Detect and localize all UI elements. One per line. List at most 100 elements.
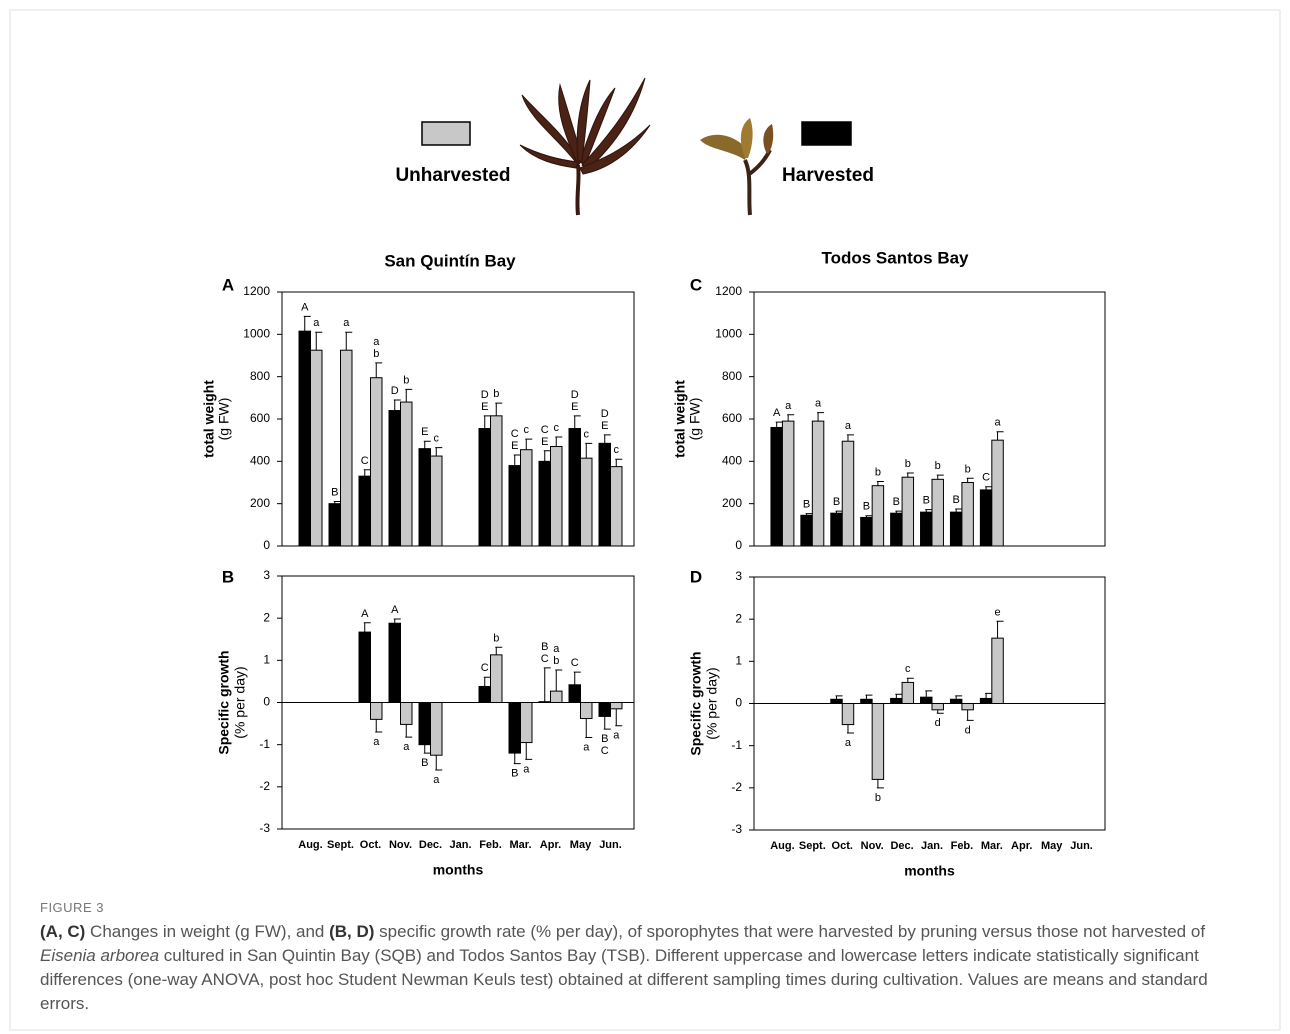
significance-letter: B [833, 496, 840, 508]
bar [551, 447, 563, 546]
error-bar [604, 716, 611, 729]
significance-letter: b [905, 458, 911, 470]
bar [581, 458, 593, 546]
bar [521, 703, 533, 743]
significance-letter: C [982, 472, 990, 484]
bar [891, 513, 902, 546]
significance-letter: B [421, 757, 428, 769]
significance-letter: BC [541, 641, 549, 665]
bar [782, 421, 793, 546]
error-bar [405, 724, 412, 737]
significance-letter: A [301, 301, 309, 313]
bar [401, 703, 413, 725]
x-tick-label: Oct. [360, 839, 381, 851]
bar [491, 416, 503, 546]
bar [509, 466, 521, 546]
x-tick-label: Oct. [832, 840, 853, 852]
error-bar [997, 621, 1004, 638]
error-bar [514, 455, 521, 466]
bar [962, 483, 973, 547]
y-tick-label: 1000 [243, 327, 270, 341]
significance-letter: b [493, 388, 499, 400]
significance-letter: b [403, 374, 409, 386]
bar [992, 638, 1003, 703]
error-bar [345, 332, 352, 350]
significance-letter: CE [541, 424, 549, 448]
significance-letter: A [361, 608, 369, 620]
significance-letter: c [905, 663, 911, 675]
x-tick-label: Nov. [389, 839, 412, 851]
bar [359, 476, 371, 546]
bar [861, 699, 872, 703]
x-tick-label: Dec. [890, 840, 913, 852]
y-tick-label: 1000 [715, 327, 742, 341]
significance-letter: b [875, 792, 881, 804]
y-axis-label: total weight [672, 380, 688, 458]
x-tick-label: Nov. [861, 840, 884, 852]
y-tick-label: -1 [731, 738, 742, 752]
y-tick-label: 800 [722, 369, 742, 383]
y-tick-label: 600 [722, 411, 742, 425]
significance-letter: e [994, 606, 1000, 618]
bar [872, 704, 883, 780]
bar [872, 486, 883, 546]
harvested-kelp [700, 118, 773, 215]
significance-letter: d [935, 717, 941, 729]
error-bar [525, 439, 532, 450]
y-tick-label: 200 [250, 496, 270, 510]
y-tick-label: -3 [731, 822, 742, 836]
y-tick-label: 2 [263, 610, 270, 624]
bar [371, 378, 383, 546]
y-tick-label: 2 [735, 611, 742, 625]
caption-text: (B, D) [329, 922, 374, 941]
significance-letter: B [331, 486, 338, 498]
bar [611, 703, 623, 709]
bar [831, 513, 842, 546]
bar [431, 456, 443, 546]
significance-letter: a [523, 763, 530, 775]
error-bar [375, 719, 382, 732]
bar [771, 427, 782, 546]
x-tick-label: Feb. [479, 839, 502, 851]
bar [389, 623, 401, 702]
error-bar [877, 779, 884, 787]
caption-text: Changes in weight (g FW), and [85, 922, 329, 941]
error-bar [895, 694, 902, 698]
legend-label: Unharvested [395, 165, 510, 186]
panel-letter: C [690, 275, 702, 294]
error-bar [514, 753, 521, 764]
figure-frame [10, 10, 1280, 1030]
bar [491, 655, 503, 703]
error-bar [937, 475, 944, 479]
panel-title: San Quintín Bay [384, 251, 516, 270]
x-tick-label: Apr. [1011, 840, 1032, 852]
error-bar [555, 437, 562, 447]
error-bar [967, 478, 974, 482]
x-tick-label: Dec. [419, 839, 442, 851]
y-tick-label: 1200 [243, 284, 270, 298]
error-bar [776, 422, 783, 427]
x-tick-label: Sept. [799, 840, 826, 852]
x-tick-label: Jan. [921, 840, 943, 852]
bar [539, 461, 551, 546]
error-bar [435, 755, 442, 770]
significance-letter: b [875, 466, 881, 478]
page: {"legend": [{"name": "Unharvested", "col… [0, 0, 1290, 1034]
y-tick-label: 3 [263, 568, 270, 582]
error-bar [495, 647, 502, 655]
error-bar [585, 443, 592, 458]
error-bar [484, 677, 491, 686]
significance-letter: a [343, 317, 350, 329]
x-tick-label: Mar. [509, 839, 531, 851]
x-tick-label: Jun. [1070, 840, 1093, 852]
error-bar [615, 709, 622, 726]
bar [419, 449, 431, 546]
significance-letter: d [965, 724, 971, 736]
error-bar [907, 473, 914, 477]
y-tick-label: 0 [263, 538, 270, 552]
significance-letter: C [571, 657, 579, 669]
unharvested-kelp [520, 78, 650, 215]
bar [801, 515, 812, 546]
error-bar [315, 332, 322, 350]
